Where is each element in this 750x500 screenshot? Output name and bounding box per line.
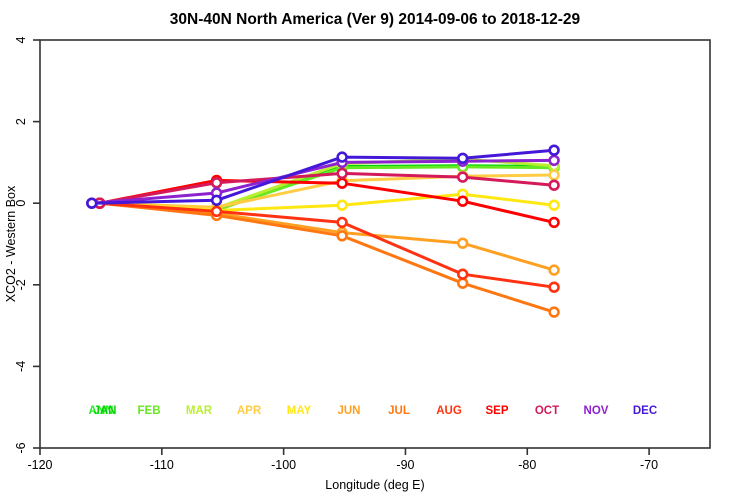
series-point-aug (336, 216, 348, 229)
series-point-oct (336, 167, 348, 180)
legend-label-jan: JAN (93, 405, 116, 417)
series-point-oct (210, 177, 223, 189)
series-point-apr (548, 169, 560, 181)
series-line-oct (99, 171, 555, 205)
y-tick-label: -4 (14, 361, 28, 372)
y-axis-label: XCO2 - Western Box (4, 185, 18, 302)
series-line-jun (99, 201, 555, 272)
x-tick-label: -120 (27, 458, 52, 472)
x-tick-label: -110 (150, 458, 174, 472)
x-tick-label: -70 (640, 458, 658, 472)
series-point-jul (336, 230, 348, 242)
plot-border (39, 39, 711, 449)
legend-label-may: MAY (287, 405, 312, 417)
series-point-aug (457, 268, 469, 280)
series-point-jul (548, 306, 560, 318)
series-point-jul (457, 277, 469, 289)
y-tick-label: 0 (14, 200, 28, 207)
legend-label-nov: NOV (584, 405, 609, 417)
x-tick-label: -90 (396, 458, 414, 472)
series-point-jun (457, 237, 469, 249)
chart-title: 30N-40N North America (Ver 9) 2014-09-06… (170, 11, 581, 28)
legend-label-jun: JUN (337, 405, 360, 417)
series-point-jun (548, 264, 560, 276)
y-tick-label: -2 (14, 279, 28, 290)
legend-label-sep: SEP (485, 405, 508, 417)
series-line-jul (99, 201, 555, 314)
legend-label-dec: DEC (633, 405, 657, 417)
series-point-may (336, 199, 348, 211)
series-point-sep (457, 195, 469, 207)
y-tick-label: 4 (14, 36, 28, 43)
series-point-oct (457, 171, 469, 183)
y-tick-label: 2 (14, 118, 28, 125)
series-point-nov (548, 154, 560, 167)
legend-label-ann: ANN (89, 405, 114, 417)
series-point-dec (86, 197, 98, 209)
series-point-sep (548, 216, 560, 229)
data-series (86, 144, 560, 318)
series-point-dec (548, 144, 560, 156)
series-line-aug (99, 201, 555, 289)
series-point-dec (457, 152, 469, 165)
legend-label-apr: APR (237, 405, 262, 417)
y-tick-label: -6 (14, 442, 28, 453)
legend-label-aug: AUG (436, 405, 462, 417)
series-point-dec (336, 151, 348, 163)
series-point-dec (210, 194, 223, 207)
legend-label-oct: OCT (535, 405, 559, 417)
legend-label-feb: FEB (138, 405, 161, 417)
series-point-oct (548, 179, 560, 191)
x-tick-label: -80 (518, 458, 536, 472)
axis-ticks: -120 -110 -100 -90 -80 -70 -6 -4 -2 0 2 4 (14, 36, 658, 472)
series-point-aug (210, 205, 223, 218)
legend-label-jul: JUL (388, 405, 410, 417)
series-point-may (548, 199, 560, 211)
x-axis-label: Longitude (deg E) (325, 478, 424, 492)
series-point-sep (336, 177, 348, 189)
x-tick-label: -100 (271, 458, 296, 472)
series-point-aug (548, 281, 560, 293)
legend-label-mar: MAR (186, 405, 213, 417)
